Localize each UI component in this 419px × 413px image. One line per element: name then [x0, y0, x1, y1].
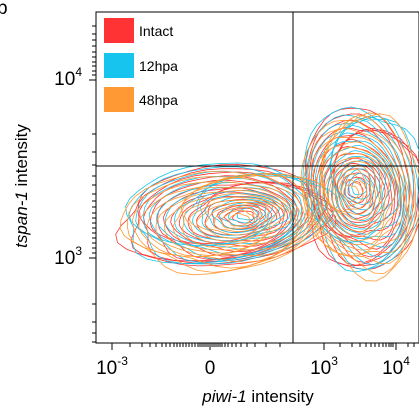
x-tick-label-0: 10-3 [96, 354, 128, 379]
contour-12hpa-pop0-level7 [174, 182, 296, 245]
contour-12hpa-pop1-level8 [329, 145, 397, 230]
axis-ticks [89, 25, 415, 350]
contour-intact-pop1-level7 [323, 138, 395, 236]
contour-48hpa-pop0-level8 [181, 193, 292, 248]
contour-intact-pop1-level14 [343, 176, 368, 204]
contour-12hpa-pop0-level14 [227, 204, 263, 224]
x-tick-label-3: 104 [382, 354, 410, 379]
contour-intact-pop0-level5 [157, 181, 304, 257]
contour-48hpa-pop1-level6 [320, 141, 401, 246]
contour-48hpa-pop0-level10 [188, 199, 278, 243]
contour-48hpa-pop1-level9 [323, 156, 383, 233]
legend-swatch-12hpa [104, 53, 134, 78]
x-tick-label-1: 0 [205, 358, 216, 379]
legend-label-intact: Intact [139, 23, 173, 39]
panel-letter: b [0, 0, 8, 19]
contour-12hpa-pop1-level11 [336, 160, 381, 216]
contour-48hpa-pop0-level11 [196, 201, 269, 239]
contour-48hpa-pop0-level2 [131, 172, 317, 269]
contour-12hpa-pop0-level9 [192, 189, 291, 239]
contour-12hpa-pop1-level5 [318, 124, 405, 242]
contour-intact-pop0-level7 [170, 184, 292, 247]
contour-layer [115, 106, 419, 282]
contour-12hpa-pop0-level12 [210, 199, 273, 231]
contour-48hpa-pop1-level0 [300, 113, 419, 282]
contour-48hpa-pop0-level9 [183, 196, 286, 246]
contour-48hpa-pop1-level10 [327, 160, 380, 227]
contour-48hpa-pop1-level5 [317, 136, 405, 251]
contour-12hpa-pop1-level13 [344, 168, 375, 205]
legend-label-12hpa: 12hpa [139, 58, 178, 74]
contour-48hpa-pop0-level4 [146, 177, 306, 257]
contour-48hpa-pop1-level4 [313, 127, 408, 255]
contour-48hpa-pop1-level1 [302, 112, 416, 274]
contour-48hpa-pop0-level13 [213, 206, 261, 233]
contour-48hpa-pop1-level8 [321, 152, 390, 238]
contour-12hpa-pop1-level2 [307, 115, 414, 266]
contour-48hpa-pop1-level13 [337, 173, 368, 210]
contour-48hpa-pop1-level3 [310, 120, 410, 257]
contour-48hpa-pop1-level15 [343, 184, 360, 203]
contour-intact-pop0-level12 [211, 202, 273, 233]
contour-intact-pop1-level15 [347, 181, 364, 199]
contour-48hpa-pop0-level3 [138, 174, 310, 263]
legend-label-48hpa: 48hpa [139, 92, 178, 108]
y-axis-title: tspan-1 intensity [12, 124, 31, 248]
contour-intact-pop0-level15 [232, 210, 254, 224]
contour-48hpa-pop0-level6 [163, 186, 299, 254]
contour-48hpa-pop0-level15 [228, 213, 250, 227]
contour-12hpa-pop1-level15 [351, 177, 368, 196]
contour-12hpa-pop1-level3 [310, 115, 410, 258]
contour-12hpa-pop1-level10 [332, 156, 387, 222]
contour-48hpa-pop0-level14 [221, 209, 256, 229]
contour-intact-pop1-level9 [330, 153, 390, 228]
contour-48hpa-pop1-level2 [306, 114, 414, 264]
contour-intact-pop0-level1 [130, 168, 334, 265]
y-tick-label-0: 104 [54, 65, 82, 90]
plot-frame [95, 11, 419, 344]
contour-48hpa-pop0-level5 [155, 181, 302, 256]
y-tick-label-1: 103 [54, 244, 82, 269]
contour-12hpa-pop0-level11 [204, 196, 280, 234]
legend: Intact 12hpa 48hpa [104, 18, 178, 112]
contour-12hpa-pop0-level13 [218, 201, 267, 227]
legend-swatch-48hpa [104, 87, 134, 112]
contour-intact-pop0-level9 [187, 191, 284, 242]
contour-48hpa-pop0-level12 [204, 204, 266, 236]
legend-swatch-intact [104, 18, 134, 43]
contour-48hpa-pop1-level12 [335, 168, 372, 216]
contour-48hpa-pop0-level7 [172, 190, 297, 251]
contour-intact-pop0-level13 [216, 205, 267, 230]
contour-12hpa-pop0-level5 [155, 174, 302, 251]
contour-48hpa-pop1-level14 [340, 178, 364, 207]
x-axis-title: piwi-1 intensity [201, 387, 314, 406]
contour-48hpa-pop0-level0 [119, 170, 329, 276]
contour-intact-pop0-level14 [223, 208, 260, 227]
x-tick-label-2: 103 [310, 354, 338, 379]
contour-12hpa-pop0-level15 [236, 207, 259, 221]
